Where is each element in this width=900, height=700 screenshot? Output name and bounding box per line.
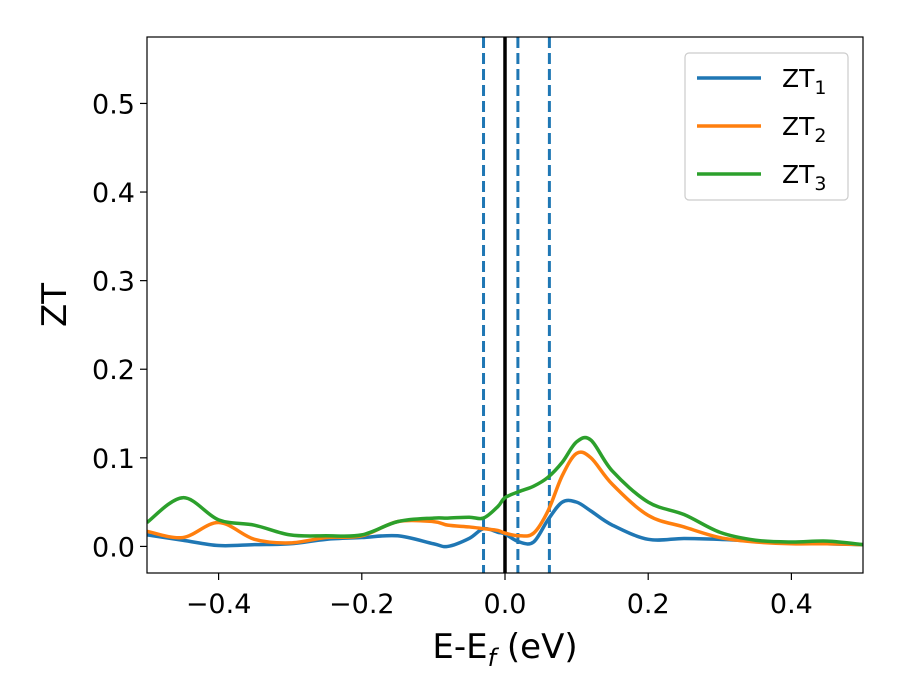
x-axis-label-main: E-E: [432, 627, 487, 667]
x-tick-label: 0.4: [770, 589, 813, 620]
x-tick-label: −0.4: [186, 589, 252, 620]
axis-ticks: −0.4 −0.2 0.0 0.2 0.4 0.0 0.1 0.2 0.3 0.4 0.5: [92, 89, 813, 620]
series-lines: [147, 435, 863, 549]
legend-label: ZT1: [782, 64, 827, 99]
y-tick-label: 0.2: [92, 355, 135, 386]
x-axis-label: E-Ef (eV): [432, 627, 577, 672]
reference-lines: [482, 37, 551, 573]
y-tick-label: 0.5: [92, 89, 135, 120]
legend: ZT1 ZT2 ZT3: [684, 52, 849, 201]
series-line-zt3: [147, 435, 863, 547]
x-tick-label: 0.2: [627, 589, 670, 620]
y-tick-label: 0.4: [92, 178, 135, 209]
x-axis-label-unit: (eV): [496, 627, 578, 667]
legend-box: [684, 52, 849, 201]
y-tick-label: 0.1: [92, 444, 135, 475]
y-tick-label: 0.3: [92, 267, 135, 298]
legend-label: ZT2: [782, 112, 827, 147]
series-line-zt2: [147, 450, 863, 547]
y-axis-label: ZT: [35, 283, 75, 327]
legend-label: ZT3: [782, 160, 827, 195]
y-tick-label: 0.0: [92, 532, 135, 563]
x-tick-label: −0.2: [329, 589, 395, 620]
x-tick-label: 0.0: [484, 589, 527, 620]
